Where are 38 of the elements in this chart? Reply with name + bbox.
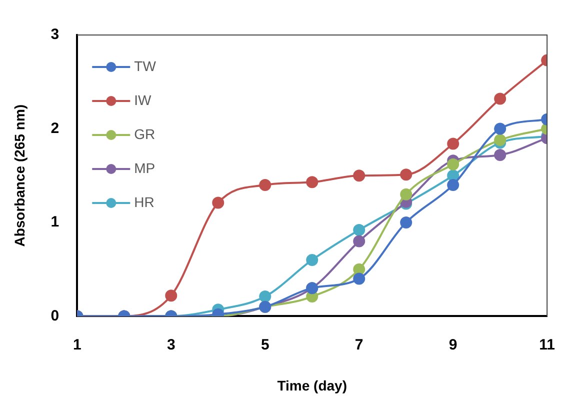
- point: [306, 254, 318, 266]
- point: [259, 178, 272, 191]
- point: [494, 122, 506, 135]
- point: [353, 263, 366, 276]
- legend-label: TW: [134, 58, 157, 74]
- legend-label: IW: [134, 92, 152, 108]
- x-tick-label: 9: [448, 336, 458, 354]
- x-tick-label: 5: [260, 336, 270, 354]
- point: [400, 168, 412, 181]
- x-tick-label: 11: [539, 336, 555, 354]
- legend-label: GR: [134, 126, 156, 142]
- y-tick-label: 3: [50, 26, 60, 44]
- point: [212, 196, 224, 209]
- point: [494, 134, 506, 146]
- x-tick-label: 7: [354, 336, 364, 354]
- y-tick-label: 2: [50, 120, 60, 137]
- y-tick-label: 1: [50, 214, 60, 231]
- point: [494, 148, 506, 161]
- x-tick-label: 3: [166, 336, 176, 354]
- point: [400, 188, 412, 200]
- point: [353, 170, 366, 182]
- point: [494, 92, 506, 105]
- point: [400, 216, 412, 228]
- point: [353, 235, 366, 248]
- point: [447, 158, 460, 170]
- point: [447, 178, 460, 191]
- point: [353, 272, 366, 285]
- x-tick-label: 1: [72, 336, 82, 354]
- point: [306, 176, 318, 188]
- y-axis-title: Absorbance (265 nm): [11, 104, 28, 247]
- point: [353, 224, 366, 236]
- point: [259, 290, 272, 303]
- x-axis-title: Time (day): [277, 377, 347, 394]
- y-tick-label: 0: [50, 307, 60, 324]
- point: [447, 138, 460, 150]
- point: [165, 290, 178, 302]
- legend-label: HR: [134, 194, 154, 210]
- legend-label: MP: [134, 160, 156, 176]
